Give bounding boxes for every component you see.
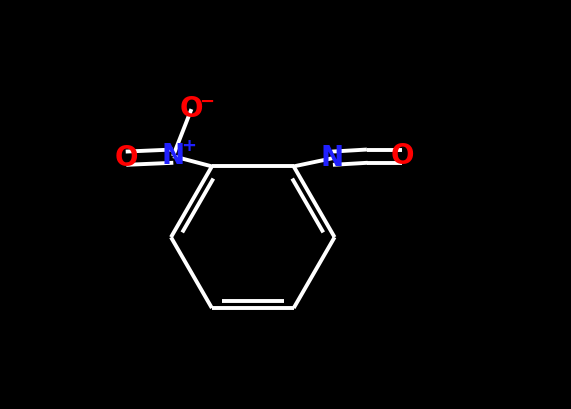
Text: −: − (199, 93, 215, 111)
Text: N: N (321, 144, 344, 172)
Text: O: O (114, 144, 138, 172)
Text: N: N (162, 142, 184, 170)
Text: O: O (180, 95, 203, 123)
Text: O: O (391, 142, 414, 170)
Text: +: + (181, 137, 196, 155)
